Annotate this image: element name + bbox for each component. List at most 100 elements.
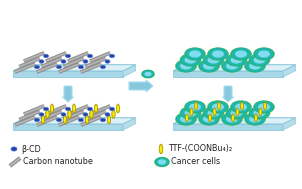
Polygon shape: [173, 65, 296, 71]
Ellipse shape: [50, 104, 54, 113]
Ellipse shape: [56, 118, 62, 122]
Polygon shape: [13, 71, 123, 77]
Ellipse shape: [198, 112, 220, 126]
Ellipse shape: [180, 115, 192, 123]
Ellipse shape: [47, 111, 49, 117]
Ellipse shape: [258, 50, 270, 58]
Ellipse shape: [253, 100, 275, 114]
Ellipse shape: [240, 102, 244, 110]
Ellipse shape: [218, 103, 220, 109]
Ellipse shape: [230, 56, 243, 64]
Polygon shape: [283, 118, 296, 130]
Ellipse shape: [112, 109, 115, 119]
Ellipse shape: [259, 108, 262, 116]
Ellipse shape: [184, 47, 206, 61]
Ellipse shape: [46, 109, 49, 119]
Ellipse shape: [217, 102, 220, 110]
Ellipse shape: [214, 109, 215, 115]
Ellipse shape: [186, 115, 188, 121]
Ellipse shape: [203, 115, 215, 123]
Ellipse shape: [232, 115, 234, 121]
Ellipse shape: [249, 106, 271, 120]
Ellipse shape: [255, 115, 257, 121]
Ellipse shape: [204, 54, 223, 66]
Text: Cancer cells: Cancer cells: [171, 157, 220, 167]
Ellipse shape: [180, 62, 192, 70]
Ellipse shape: [185, 109, 197, 117]
Ellipse shape: [185, 101, 205, 113]
Ellipse shape: [86, 116, 88, 123]
Ellipse shape: [212, 50, 224, 58]
Ellipse shape: [160, 146, 162, 153]
Ellipse shape: [249, 115, 261, 123]
Ellipse shape: [91, 111, 92, 117]
Ellipse shape: [226, 106, 248, 120]
Ellipse shape: [110, 54, 114, 58]
Ellipse shape: [245, 60, 265, 72]
Ellipse shape: [226, 54, 246, 66]
Ellipse shape: [51, 105, 53, 112]
Polygon shape: [13, 65, 136, 71]
Ellipse shape: [88, 107, 92, 111]
Ellipse shape: [185, 48, 205, 60]
Ellipse shape: [194, 102, 198, 110]
Ellipse shape: [79, 65, 83, 69]
FancyArrow shape: [222, 86, 234, 102]
Ellipse shape: [179, 53, 201, 67]
Ellipse shape: [63, 115, 67, 124]
Ellipse shape: [235, 50, 247, 58]
Ellipse shape: [226, 107, 246, 119]
Ellipse shape: [263, 102, 267, 110]
Ellipse shape: [144, 72, 152, 76]
Ellipse shape: [142, 70, 154, 78]
Ellipse shape: [191, 109, 192, 115]
Ellipse shape: [207, 56, 220, 64]
Ellipse shape: [68, 109, 71, 119]
Ellipse shape: [181, 54, 201, 66]
Polygon shape: [13, 124, 123, 130]
Text: β-CD: β-CD: [21, 145, 41, 153]
Ellipse shape: [258, 103, 270, 111]
Ellipse shape: [39, 60, 44, 63]
Ellipse shape: [253, 56, 265, 64]
Ellipse shape: [226, 53, 248, 67]
Ellipse shape: [249, 107, 269, 119]
Ellipse shape: [105, 113, 110, 116]
Ellipse shape: [72, 104, 76, 113]
Ellipse shape: [105, 60, 110, 63]
Ellipse shape: [64, 116, 66, 123]
Ellipse shape: [226, 62, 238, 70]
Polygon shape: [13, 118, 136, 124]
Polygon shape: [283, 65, 296, 77]
Ellipse shape: [204, 107, 223, 119]
Ellipse shape: [249, 53, 271, 67]
Ellipse shape: [158, 159, 166, 165]
Ellipse shape: [231, 114, 235, 122]
Ellipse shape: [34, 118, 40, 122]
Ellipse shape: [222, 113, 242, 125]
Polygon shape: [173, 124, 283, 130]
Ellipse shape: [176, 113, 196, 125]
Ellipse shape: [230, 100, 252, 114]
FancyArrow shape: [63, 86, 74, 102]
Polygon shape: [173, 71, 283, 77]
Ellipse shape: [88, 54, 92, 58]
Ellipse shape: [159, 144, 163, 154]
Ellipse shape: [117, 105, 119, 112]
Ellipse shape: [253, 47, 275, 61]
Ellipse shape: [244, 59, 266, 73]
Ellipse shape: [66, 107, 70, 111]
Ellipse shape: [185, 56, 197, 64]
Ellipse shape: [66, 54, 70, 58]
Ellipse shape: [39, 113, 44, 116]
Ellipse shape: [249, 62, 261, 70]
Polygon shape: [123, 118, 136, 130]
Ellipse shape: [207, 100, 229, 114]
Ellipse shape: [176, 60, 196, 72]
Ellipse shape: [175, 59, 197, 73]
Ellipse shape: [198, 59, 220, 73]
Ellipse shape: [79, 118, 83, 122]
Ellipse shape: [95, 105, 97, 112]
Polygon shape: [123, 65, 136, 77]
Ellipse shape: [203, 106, 224, 120]
